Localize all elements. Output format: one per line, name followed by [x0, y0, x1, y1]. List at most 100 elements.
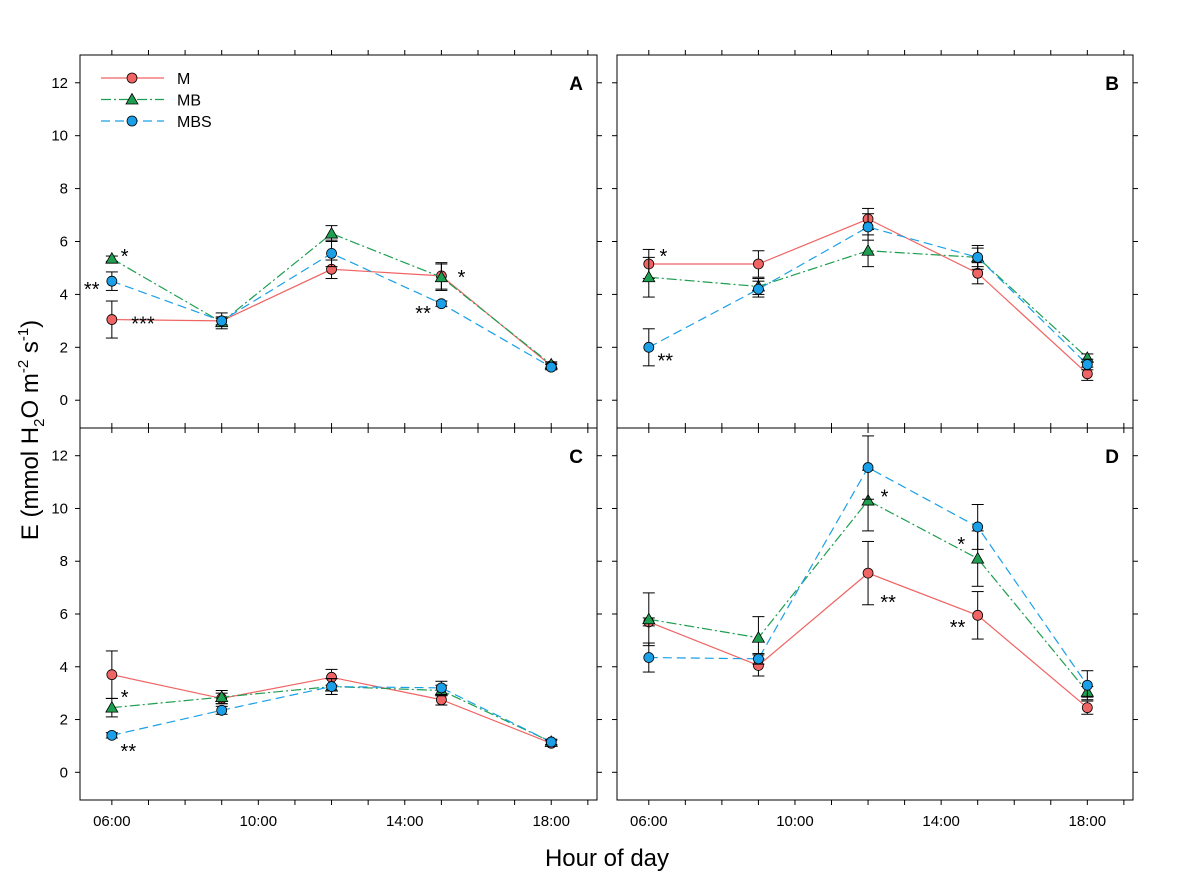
legend-marker: [126, 115, 138, 127]
data-point: [861, 243, 875, 256]
data-point: [753, 258, 764, 270]
plot-frame: [79, 54, 598, 429]
significance-annotation: **: [880, 592, 896, 614]
data-point: [972, 251, 984, 263]
significance-annotation: **: [950, 617, 966, 639]
y-tick-label: 12: [51, 448, 68, 465]
y-tick-label: 0: [60, 764, 68, 781]
data-point: [642, 270, 656, 283]
data-point: [545, 736, 557, 748]
series-mb: [642, 469, 1095, 698]
data-point: [324, 226, 339, 239]
x-tick-label: 06:00: [630, 813, 668, 830]
significance-annotation: **: [84, 279, 100, 301]
x-tick-label: 10:00: [776, 813, 814, 830]
significance-annotation: *: [957, 534, 965, 556]
legend-item-mb: MB: [101, 93, 201, 110]
data-point: [326, 681, 337, 692]
data-point: [435, 298, 447, 310]
series-line: [111, 268, 552, 367]
data-point: [970, 551, 985, 564]
significance-annotation: *: [660, 246, 668, 268]
data-point: [105, 251, 119, 264]
series-mb: [642, 234, 1095, 363]
x-axis-label: Hour of day: [545, 845, 669, 872]
data-point: [215, 690, 229, 703]
data-point: [106, 275, 118, 287]
data-point: [753, 653, 764, 665]
data-point: [862, 462, 874, 473]
data-point: [751, 630, 766, 643]
series-mbs: [105, 239, 558, 373]
data-point: [862, 567, 874, 579]
y-tick-label: 4: [60, 286, 68, 303]
data-point: [105, 700, 119, 713]
data-point: [434, 270, 449, 283]
plot-frame: [616, 54, 1134, 429]
legend-marker: [125, 92, 139, 105]
data-point: [326, 248, 337, 259]
data-point: [753, 283, 764, 295]
significance-annotation: *: [121, 246, 129, 268]
x-tick-label: 10:00: [240, 813, 278, 830]
legend-item-m: M: [101, 71, 190, 88]
data-point: [643, 341, 655, 353]
panel-label: C: [569, 447, 583, 468]
plot-frame: [616, 427, 1134, 801]
significance-annotation: ***: [131, 314, 155, 336]
legend-label: M: [177, 71, 190, 88]
series-line: [648, 499, 1088, 693]
y-axis-label: E (mmol H2O m-2 s-1): [15, 320, 48, 540]
panel-b: B***: [612, 50, 1138, 433]
x-tick-label: 18:00: [1069, 813, 1107, 830]
plot-frame: [79, 427, 598, 801]
data-point: [106, 314, 118, 325]
y-tick-label: 2: [60, 339, 68, 356]
significance-annotation: **: [415, 303, 431, 325]
data-point: [642, 612, 656, 625]
series-m: [105, 259, 558, 372]
data-point: [862, 221, 874, 233]
y-tick-label: 2: [60, 712, 68, 729]
y-tick-label: 10: [51, 500, 68, 517]
significance-annotation: **: [657, 351, 673, 373]
data-point: [972, 609, 984, 621]
ylabel-sub: 2: [31, 419, 48, 427]
legend-label: MB: [177, 93, 201, 110]
series-line: [111, 232, 552, 365]
ylabel-post: ): [17, 320, 44, 328]
data-point: [1081, 359, 1093, 370]
ylabel-sup2: -1: [15, 328, 32, 341]
legend-label: MBS: [177, 114, 212, 131]
ylabel-sup1: -2: [15, 360, 32, 373]
x-tick-label: 18:00: [532, 813, 570, 830]
x-tick-label: 14:00: [386, 813, 424, 830]
legend: M MB MBS: [101, 71, 212, 131]
significance-annotation: *: [121, 687, 129, 709]
y-tick-label: 6: [60, 606, 68, 623]
y-tick-label: 4: [60, 659, 68, 676]
data-point: [972, 521, 984, 533]
ylabel-mid: O m: [17, 373, 44, 418]
data-point: [106, 729, 118, 741]
y-tick-label: 12: [51, 75, 68, 92]
legend-item-mbs: MBS: [101, 114, 212, 131]
x-tick-label: 14:00: [922, 813, 960, 830]
data-point: [1081, 702, 1093, 714]
significance-annotation: *: [881, 487, 889, 509]
series-mbs: [105, 678, 558, 748]
y-tick-label: 8: [60, 181, 68, 198]
data-point: [545, 361, 557, 373]
panel-d: 06:00 10:00 14:00 18:00D******: [612, 423, 1138, 830]
x-tick-label: 06:00: [93, 813, 131, 830]
significance-annotation: **: [121, 741, 137, 763]
ylabel-mid2: s: [17, 341, 44, 360]
panel-label: A: [569, 74, 583, 95]
y-tick-label: 6: [60, 234, 68, 251]
data-point: [643, 652, 655, 663]
panel-label: D: [1105, 447, 1119, 468]
